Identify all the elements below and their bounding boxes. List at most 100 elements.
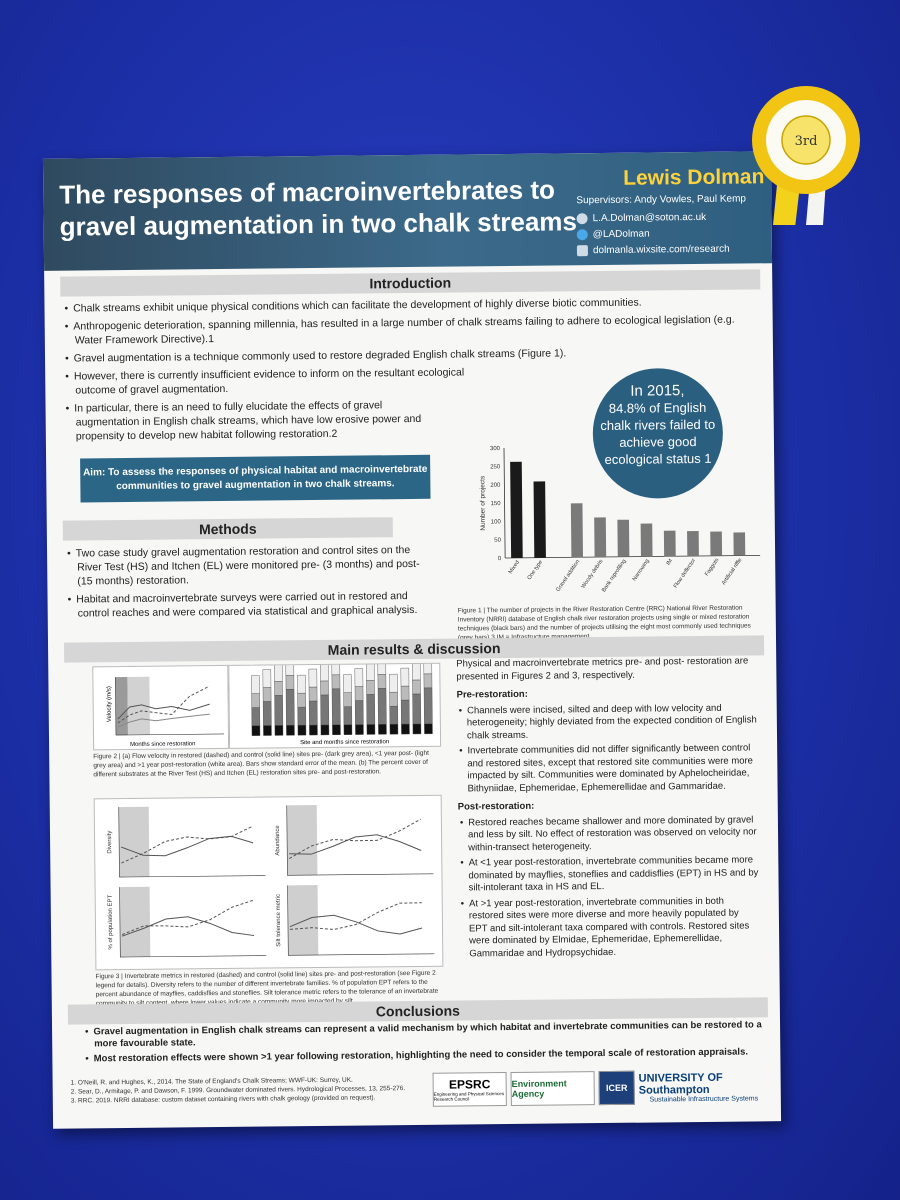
substrate-bar-segment	[412, 679, 421, 695]
pre-bullet: Channels were incised, silted and deep w…	[457, 702, 757, 743]
substrate-bar-segment	[262, 687, 272, 702]
southampton-logo: UNIVERSITY OF Southampton Sustainable In…	[638, 1071, 759, 1104]
figure-1-bar-chart: 0 50 100 150 200 250 300 Number of projects Mixe…	[479, 446, 761, 593]
substrate-bar-segment	[400, 667, 410, 687]
methods-bullet: Two case study gravel augmentation resto…	[63, 543, 433, 589]
substrate-bar-segment	[308, 700, 318, 726]
substrate-bar-segment	[331, 656, 341, 676]
substrate-bar-segment	[320, 724, 330, 736]
substrate-bar-segment	[377, 674, 387, 689]
substrate-bar-segment	[331, 674, 341, 690]
intro-bullet: Anthropogenic deterioration, spanning mi…	[61, 313, 741, 348]
website-text: dolmanla.wixsite.com/research	[592, 243, 730, 257]
intro-bullet: In particular, there is an need to fully…	[61, 398, 445, 444]
substrate-bar-segment	[297, 706, 307, 726]
poster-title: The responses of macroinvertebrates to g…	[59, 174, 578, 242]
intro-bullet: However, there is currently insufficient…	[61, 365, 465, 397]
substrate-bar-segment	[262, 701, 272, 726]
y-tick-label: 250	[490, 464, 501, 470]
substrate-bar-segment	[354, 668, 364, 687]
results-text: Physical and macroinvertebrate metrics p…	[456, 655, 759, 963]
x-tick-label: IM	[666, 558, 675, 567]
metric-line	[289, 902, 422, 930]
panel-ylabel: Abundance	[275, 825, 281, 856]
environment-agency-logo: Environment Agency	[510, 1071, 595, 1106]
bar	[640, 523, 653, 557]
pre-bullet: Invertebrate communities did not differ …	[457, 742, 758, 795]
substrate-bar-segment	[285, 675, 295, 690]
panel-ylabel: % of population EPT	[108, 894, 115, 949]
substrate-bar-segment	[412, 693, 422, 725]
x-tick-label: Artificial riffle	[721, 557, 744, 586]
bar	[570, 503, 584, 558]
aim-box: Aim: To assess the responses of physical…	[80, 454, 431, 503]
post-bullet: Restored reaches became shallower and mo…	[458, 814, 758, 855]
third-place-rosette: 3rd	[752, 86, 860, 225]
y-tick-label: 200	[490, 483, 501, 489]
substrate-bar-segment	[251, 693, 260, 708]
substrate-bar-segment	[366, 694, 376, 725]
epsrc-logo: EPSRC Engineering and Physical Sciences …	[432, 1072, 507, 1107]
bar	[663, 530, 676, 557]
x-tick-label: Gravel addition	[555, 559, 581, 593]
post-restoration-heading: Post-restoration:	[457, 800, 535, 813]
rosette-center	[781, 115, 831, 165]
conclusions-bullets: Gravel augmentation in English chalk str…	[82, 1019, 762, 1068]
metric-line	[289, 914, 423, 935]
y-axis	[503, 448, 506, 559]
substrate-bar-segment	[309, 724, 318, 736]
panel-axes	[287, 885, 435, 956]
fig2a-ylabel: Velocity (m/s)	[106, 686, 113, 723]
metric-line	[121, 825, 254, 864]
contact-email: L.A.Dolman@soton.ac.uk	[576, 212, 706, 225]
figure-3-invertebrate-plots: Diversity Abundance % of population EPT Sil…	[93, 794, 444, 971]
fig2a-xlabel: Months since restoration	[130, 741, 196, 748]
substrate-bar-segment	[343, 674, 352, 693]
substrate-bar-segment	[366, 680, 375, 695]
substrate-bar-segment	[378, 724, 387, 735]
x-axis	[505, 554, 761, 559]
substrate-bar-segment	[274, 725, 284, 736]
x-tick-label: Narrowing	[632, 558, 651, 582]
substrate-bar-segment	[251, 675, 260, 694]
conclusion-bullet: Gravel augmentation in English chalk str…	[82, 1019, 762, 1050]
y-tick-label: 300	[490, 446, 501, 452]
substrate-bar-segment	[412, 723, 422, 735]
substrate-bar-segment	[377, 688, 387, 725]
substrate-bar-segment	[354, 686, 364, 701]
pre-restoration-shading	[287, 885, 319, 956]
bar	[533, 481, 546, 558]
substrate-bar-segment	[343, 706, 353, 725]
substrate-bar-segment	[354, 700, 364, 725]
x-tick-label: Woody debris	[581, 559, 605, 590]
fig2b-xlabel: Site and months since restoration	[300, 739, 390, 747]
panel-ylabel: Diversity	[107, 831, 113, 854]
substrate-bar-segment	[400, 685, 410, 701]
bar	[510, 461, 523, 558]
bar	[617, 519, 630, 557]
panel-axes	[118, 807, 266, 878]
rosette-label: 3rd	[795, 134, 818, 149]
y-tick-label: 0	[498, 556, 502, 562]
substrate-bar-segment	[423, 687, 433, 725]
substrate-bar-segment	[320, 694, 330, 726]
post-bullet: At <1 year post-restoration, invertebrat…	[458, 854, 758, 895]
substrate-bar-segment	[285, 657, 295, 676]
substrate-bar-segment	[262, 669, 272, 688]
metric-line	[289, 818, 422, 859]
pre-restoration-shading	[118, 806, 150, 878]
substrate-bar-segment	[355, 724, 364, 735]
substrate-bar-segment	[424, 723, 433, 735]
substrate-bar-segment	[286, 725, 295, 736]
intro-bullet: Gravel augmentation is a technique commo…	[61, 345, 741, 366]
substrate-bar-segment	[285, 689, 295, 726]
metric-line	[289, 834, 422, 855]
panel-ylabel: Silt tolerance metric	[276, 894, 283, 947]
figure-2-caption: Figure 2 | (a) Flow velocity in restored…	[93, 749, 429, 779]
substrate-bar-segment	[343, 692, 352, 707]
stat-year: In 2015,	[630, 382, 685, 400]
substrate-bar-segment	[320, 662, 329, 682]
x-tick-label: Mixed	[508, 560, 521, 575]
contact-website: dolmanla.wixsite.com/research	[576, 243, 730, 257]
metric-line	[121, 899, 254, 936]
